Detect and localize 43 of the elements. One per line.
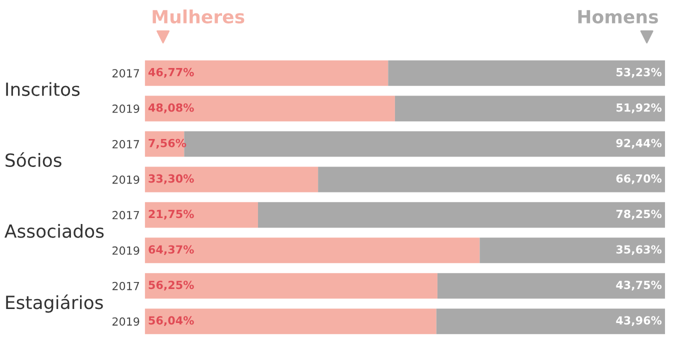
y-tick-label: 2019: [112, 175, 140, 184]
data-label: 92,44%: [616, 138, 662, 149]
bar: [318, 166, 666, 192]
text: Sócios: [6, 152, 62, 167]
data-label: 43,96%: [616, 316, 662, 326]
data-label: 33,30%: [148, 174, 194, 184]
y-tick-label: 2017: [112, 282, 140, 290]
data-label: 56,25%: [148, 280, 194, 291]
bar: [144, 96, 395, 122]
data-label: 21,75%: [148, 210, 194, 220]
bar: [388, 60, 666, 86]
data-label: 48,08%: [148, 103, 194, 114]
y-tick-label: 2017: [112, 69, 140, 78]
y-tick-label: 2017: [112, 210, 140, 220]
text: Associados: [4, 224, 104, 238]
text: Homens: [578, 10, 658, 24]
data-label: 35,63%: [616, 245, 662, 256]
bar: [394, 96, 666, 122]
bar: [480, 238, 666, 264]
bar: [144, 308, 436, 334]
bar: [144, 202, 258, 228]
y-tick-label: 2019: [112, 317, 140, 326]
data-label: 64,37%: [148, 245, 194, 256]
y-tick-label: 2019: [112, 246, 140, 255]
bar: [436, 308, 666, 334]
data-label: 56,04%: [148, 316, 194, 326]
data-label: 66,70%: [616, 174, 662, 184]
data-label: 78,25%: [616, 210, 662, 220]
bar: [144, 166, 318, 192]
data-label: 46,77%: [148, 68, 194, 78]
bar: [144, 238, 480, 264]
y-tick-label: 2019: [112, 104, 140, 113]
bar: [144, 273, 438, 299]
data-label: 43,75%: [616, 280, 662, 291]
bar: [437, 273, 666, 299]
bar: [258, 202, 666, 228]
data-label: 51,92%: [616, 103, 662, 114]
bar: [144, 60, 388, 86]
text: Inscritos: [6, 82, 80, 96]
data-label: 53,23%: [616, 68, 662, 78]
y-tick-label: 2017: [112, 140, 140, 148]
text: Estagiários: [6, 294, 103, 313]
text: Mulheres: [152, 10, 244, 24]
